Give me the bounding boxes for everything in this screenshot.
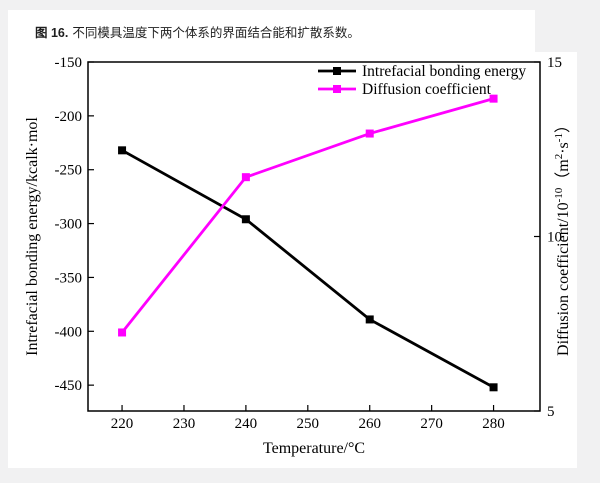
y-right-tick-label: 15 <box>547 55 562 71</box>
series-marker <box>241 173 250 182</box>
x-tick-label: 230 <box>173 416 196 432</box>
y-right-axis-title: Diffusion coefficient/10-10（m2·s-1） <box>553 117 572 356</box>
y-left-tick-label: -250 <box>55 163 83 179</box>
series-marker <box>241 215 250 224</box>
series-marker <box>118 328 127 337</box>
x-tick-label: 220 <box>111 416 134 432</box>
plot-frame <box>87 61 541 412</box>
y-left-tick-label: -350 <box>55 270 83 286</box>
legend-entry-label: Intrefacial bonding energy <box>362 63 526 80</box>
x-tick-label: 250 <box>297 416 320 432</box>
y-left-tick-label: -200 <box>55 109 83 125</box>
y-right-tick-label: 10 <box>547 230 562 246</box>
series-line <box>120 97 494 334</box>
x-tick-label: 280 <box>482 416 505 432</box>
x-tick-label: 260 <box>358 416 381 432</box>
series-marker <box>489 94 498 103</box>
x-tick-label: 240 <box>235 416 258 432</box>
legend-entry-label: Diffusion coefficient <box>362 81 492 98</box>
legend-marker <box>333 67 341 75</box>
figure-caption-label: 图 16. <box>35 25 69 40</box>
series-marker <box>365 129 374 138</box>
series-line <box>121 149 495 389</box>
series-marker <box>118 146 127 155</box>
figure-caption-text: 不同模具温度下两个体系的界面结合能和扩散系数。 <box>72 25 360 40</box>
x-tick-label: 270 <box>420 416 443 432</box>
y-left-tick-label: -300 <box>55 217 83 233</box>
y-right-tick-label: 5 <box>547 404 555 420</box>
y-left-axis-title: Intrefacial bonding energy/kcalk·mol <box>25 117 41 356</box>
legend-marker <box>333 85 341 93</box>
x-axis-title: Temperature/°C <box>263 440 365 457</box>
y-left-tick-label: -400 <box>55 324 83 340</box>
chart-svg: 220 230 240 250 260 270 280 -150 -200 -250 -300 -35… <box>25 55 572 457</box>
y-left-tick-label: -150 <box>55 55 83 71</box>
figure-caption: 图 16. 不同模具温度下两个体系的界面结合能和扩散系数。 <box>8 10 535 52</box>
series-marker <box>365 315 374 324</box>
y-left-tick-label: -450 <box>55 378 83 394</box>
series-marker <box>489 383 498 392</box>
figure-card: 220 230 240 250 260 270 280 -150 -200 -250 -300 -35… <box>8 52 577 468</box>
